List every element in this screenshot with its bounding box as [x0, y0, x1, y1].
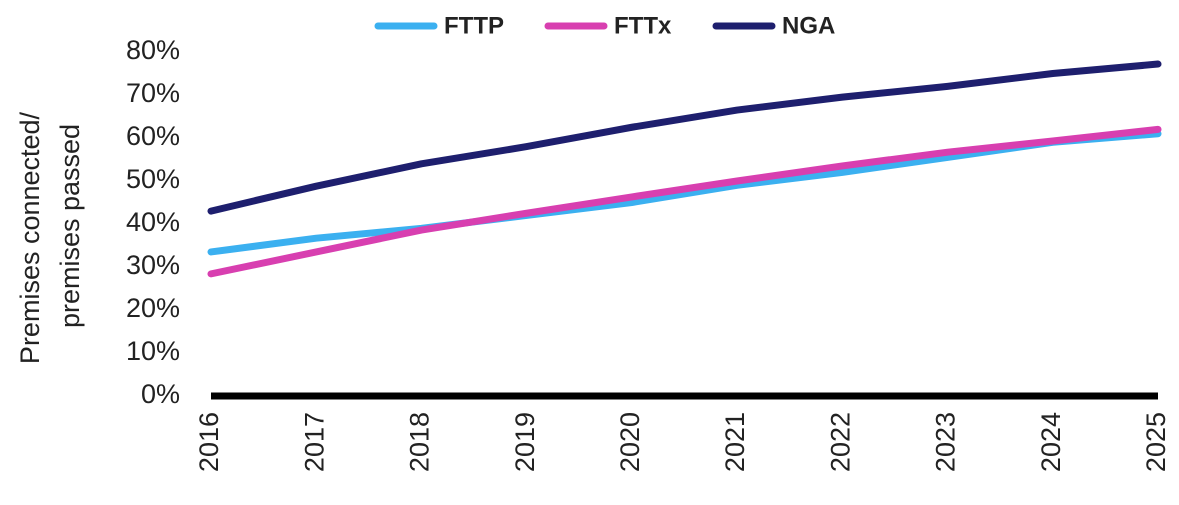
x-tick-label: 2022 — [825, 412, 855, 472]
y-tick-label: 70% — [126, 78, 180, 108]
y-axis-title: premises passed — [55, 124, 85, 328]
y-tick-label: 80% — [126, 35, 180, 65]
x-tick-label: 2024 — [1036, 412, 1066, 472]
series-line — [207, 125, 1162, 278]
legend-label: FTTx — [614, 12, 672, 39]
series-line — [207, 130, 1162, 256]
x-tick-label: 2023 — [931, 412, 961, 472]
y-tick-label: 40% — [126, 207, 180, 237]
y-tick-label: 60% — [126, 121, 180, 151]
legend-label: FTTP — [444, 12, 504, 39]
y-tick-label: 50% — [126, 164, 180, 194]
x-tick-label: 2016 — [194, 412, 224, 472]
x-tick-label: 2020 — [615, 412, 645, 472]
x-tick-label: 2018 — [405, 412, 435, 472]
y-tick-label: 20% — [126, 293, 180, 323]
x-tick-label: 2025 — [1141, 412, 1171, 472]
legend-label: NGA — [782, 12, 835, 39]
x-tick-label: 2019 — [510, 412, 540, 472]
y-tick-label: 0% — [141, 379, 180, 409]
y-axis-title: Premises connected/ — [15, 111, 45, 364]
x-tick-label: 2021 — [720, 412, 750, 472]
y-tick-label: 10% — [126, 336, 180, 366]
y-tick-label: 30% — [126, 250, 180, 280]
series-line — [207, 60, 1162, 215]
x-tick-label: 2017 — [299, 412, 329, 472]
